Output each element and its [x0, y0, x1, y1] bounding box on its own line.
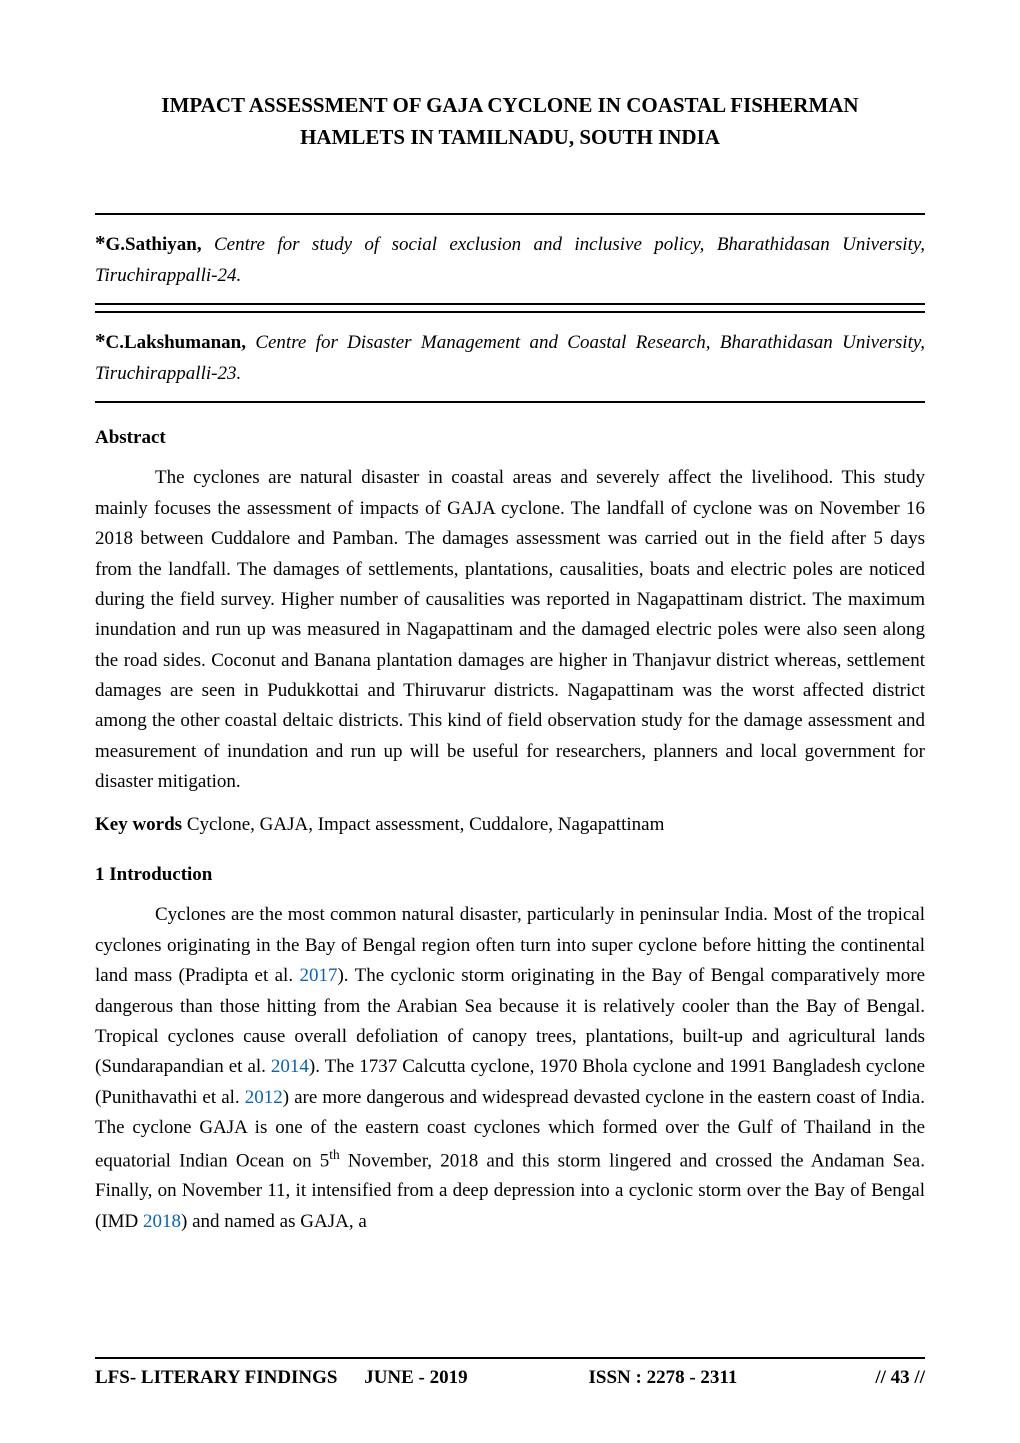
abstract-text: The cyclones are natural disaster in coa…	[95, 463, 925, 797]
title-line1: IMPACT ASSESSMENT OF GAJA CYCLONE IN COA…	[161, 93, 858, 117]
citation-year: 2012	[245, 1087, 283, 1108]
introduction-text: Cyclones are the most common natural dis…	[95, 900, 925, 1237]
footer-journal: LFS- LITERARY FINDINGS	[95, 1363, 364, 1393]
footer-page: // 43 //	[813, 1363, 925, 1393]
introduction-heading: 1 Introduction	[95, 860, 925, 890]
author-asterisk: *	[95, 329, 106, 353]
title-line2: HAMLETS IN TAMILNADU, SOUTH INDIA	[300, 125, 720, 149]
citation-year: 2018	[143, 1211, 181, 1232]
paper-title: IMPACT ASSESSMENT OF GAJA CYCLONE IN COA…	[95, 90, 925, 153]
abstract-heading: Abstract	[95, 423, 925, 453]
citation-year: 2014	[271, 1056, 309, 1077]
author-name: C.Lakshumanan,	[106, 332, 246, 353]
author-asterisk: *	[95, 231, 106, 255]
page-footer: LFS- LITERARY FINDINGS JUNE - 2019 ISSN …	[95, 1357, 925, 1393]
keywords-text: Cyclone, GAJA, Impact assessment, Cuddal…	[187, 814, 665, 835]
keywords-label: Key words	[95, 814, 182, 835]
ordinal-superscript: th	[329, 1147, 339, 1162]
footer-issn: ISSN : 2278 - 2311	[589, 1363, 813, 1393]
keywords-line: Key words Cyclone, GAJA, Impact assessme…	[95, 810, 925, 840]
author-block-2: *C.Lakshumanan, Centre for Disaster Mana…	[95, 311, 925, 403]
author-name: G.Sathiyan,	[106, 234, 202, 255]
author-block-1: *G.Sathiyan, Centre for study of social …	[95, 213, 925, 305]
author-affiliation: Centre for study of social exclusion and…	[95, 234, 925, 286]
footer-issue: JUNE - 2019	[364, 1363, 588, 1393]
citation-year: 2017	[299, 965, 337, 986]
